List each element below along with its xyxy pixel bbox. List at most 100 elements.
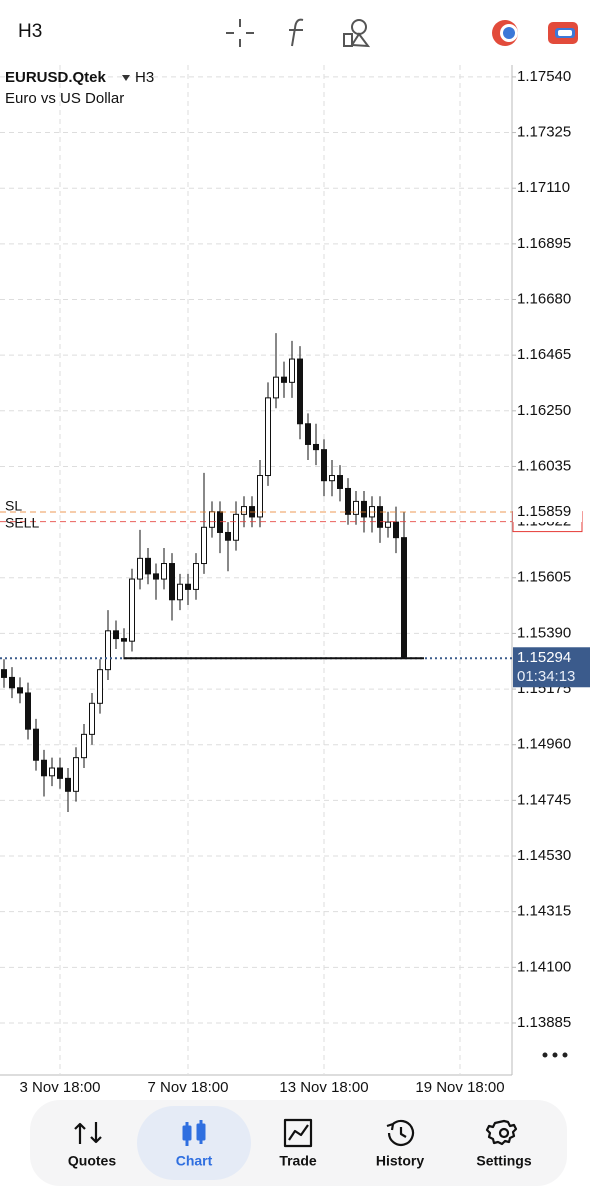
y-tick-label: 1.15605 [517, 569, 571, 586]
y-tick-label: 1.14100 [517, 958, 571, 975]
candle-body [49, 767, 55, 777]
bar-countdown: 01:34:13 [517, 668, 575, 685]
y-tick-label: 1.16250 [517, 402, 571, 419]
candle-body [33, 728, 39, 761]
candle-body [129, 578, 135, 642]
candle-body [161, 563, 167, 580]
candle-body [89, 702, 95, 735]
candle-body [329, 475, 335, 482]
level-price-box [513, 502, 582, 523]
candle-body [297, 358, 303, 425]
crosshair-icon[interactable] [226, 19, 254, 47]
candle-body [393, 521, 399, 539]
candle-body [361, 500, 367, 518]
candle-body [321, 449, 327, 482]
objects-icon[interactable] [343, 19, 371, 48]
y-tick-label: 1.14745 [517, 791, 571, 808]
tab-label[interactable]: Quotes [68, 1153, 116, 1169]
y-tick-label: 1.16680 [517, 290, 571, 307]
candle-body [145, 557, 151, 575]
candle-body [177, 583, 183, 601]
candle-body [169, 563, 175, 601]
tab-icon[interactable] [283, 1118, 313, 1148]
candle-body [257, 475, 263, 518]
tab-label[interactable]: History [376, 1153, 424, 1169]
candle-body [225, 531, 231, 541]
candle-body [281, 376, 287, 383]
candle-body [241, 506, 247, 515]
tab-label[interactable]: Settings [476, 1153, 531, 1169]
candle-body [217, 511, 223, 533]
candle-body [81, 733, 87, 759]
account-icon[interactable] [548, 22, 578, 44]
candle-body [9, 676, 15, 689]
candle-body [97, 669, 103, 704]
y-tick-label: 1.17110 [517, 179, 570, 196]
chart-timeframe: H3 [135, 69, 154, 86]
x-tick-label: 7 Nov 18:00 [148, 1079, 229, 1096]
candle-body [385, 521, 391, 528]
y-tick-label: 1.15390 [517, 624, 571, 641]
candle-body [137, 557, 143, 580]
candle-body [185, 583, 191, 590]
more-menu[interactable] [542, 1052, 568, 1058]
symbol-description: Euro vs US Dollar [5, 90, 124, 107]
candle-body [25, 692, 31, 730]
y-tick-label: 1.13885 [517, 1014, 571, 1031]
y-tick-label: 1.14530 [517, 847, 571, 864]
bid-box [513, 647, 590, 688]
timeframe-button[interactable]: H3 [18, 21, 42, 42]
tab-icon[interactable] [74, 1122, 102, 1144]
bid-price: 1.15294 [517, 649, 571, 666]
tab-label[interactable]: Trade [279, 1153, 317, 1169]
candle-body [377, 506, 383, 528]
indicators-icon[interactable] [289, 18, 304, 47]
candle-body [153, 573, 159, 580]
candle-body [41, 759, 47, 777]
candle-body [401, 537, 407, 659]
candle-body [265, 397, 271, 477]
candle-body [121, 638, 127, 642]
candle-body [105, 630, 111, 671]
tab-icon[interactable] [182, 1120, 206, 1146]
tab-label[interactable]: Chart [176, 1153, 213, 1169]
candle-body [289, 358, 295, 383]
chart-area [0, 65, 513, 1076]
level-name: SELL [5, 514, 39, 530]
candle-body [313, 443, 319, 451]
candle-body [17, 687, 23, 694]
y-tick-label: 1.16035 [517, 457, 571, 474]
candle-body [273, 376, 279, 399]
candle-body [1, 669, 7, 678]
candle-body [65, 777, 71, 792]
y-tick-label: 1.14960 [517, 736, 571, 753]
candle-body [193, 563, 199, 590]
y-tick-label: 1.17540 [517, 68, 571, 85]
y-tick-label: 1.14315 [517, 903, 571, 920]
candle-body [57, 767, 63, 779]
x-tick-label: 19 Nov 18:00 [415, 1079, 504, 1096]
candle-body [113, 630, 119, 640]
level-price: 1.15859 [517, 503, 571, 520]
level-name: SL [5, 498, 22, 514]
tab-bar [30, 1100, 567, 1186]
candle-body [209, 511, 215, 528]
candle-body [233, 513, 239, 541]
dropdown-arrow[interactable] [122, 75, 130, 81]
x-tick-label: 13 Nov 18:00 [279, 1079, 368, 1096]
tab-icon[interactable] [386, 1119, 415, 1146]
candle-body [305, 423, 311, 445]
tab-icon[interactable] [485, 1119, 518, 1146]
candle-body [201, 526, 207, 565]
candle-body [337, 475, 343, 489]
candle-body [345, 487, 351, 515]
tab-icon[interactable] [498, 1127, 510, 1139]
candle-body [73, 757, 79, 792]
y-tick-label: 1.16895 [517, 235, 571, 252]
trade-icon[interactable] [492, 20, 518, 46]
x-tick-label: 3 Nov 18:00 [20, 1079, 101, 1096]
symbol[interactable]: EURUSD.Qtek [5, 69, 107, 86]
y-tick-label: 1.16465 [517, 346, 571, 363]
y-tick-label: 1.17325 [517, 124, 571, 141]
